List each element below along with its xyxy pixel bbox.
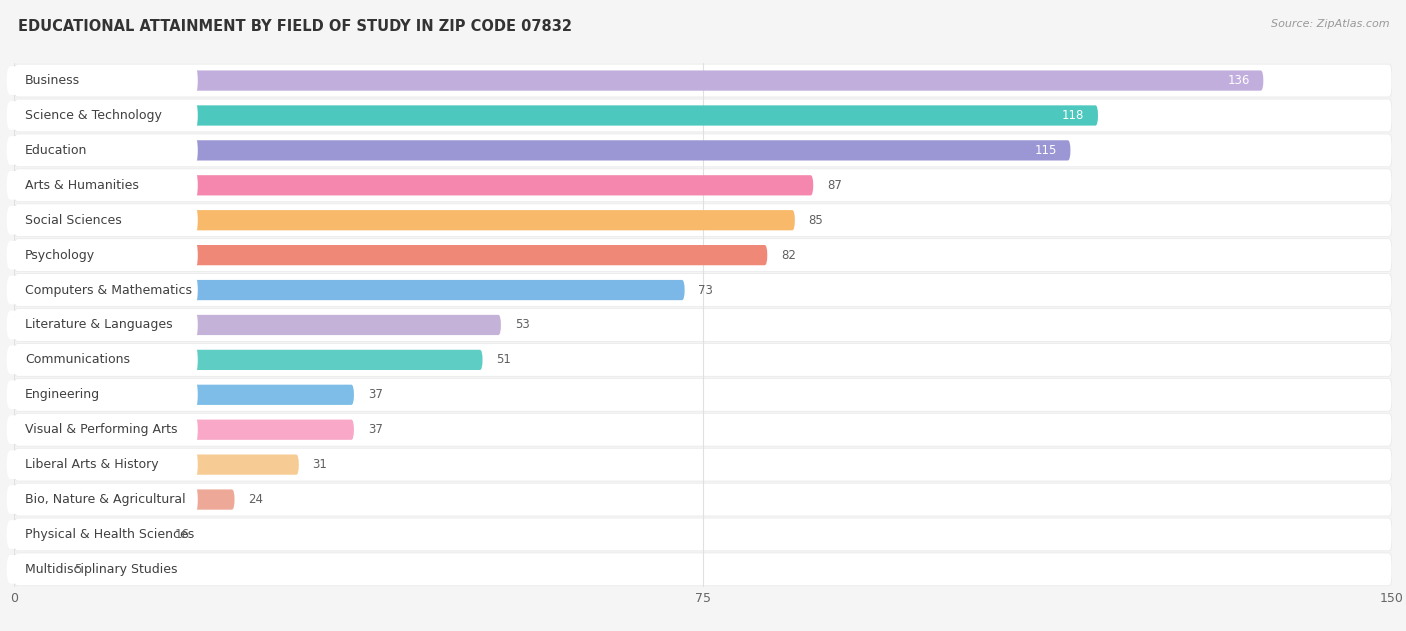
Text: Business: Business bbox=[25, 74, 80, 87]
Text: Science & Technology: Science & Technology bbox=[25, 109, 162, 122]
FancyBboxPatch shape bbox=[7, 101, 198, 130]
Text: 82: 82 bbox=[782, 249, 796, 262]
FancyBboxPatch shape bbox=[14, 309, 1392, 341]
FancyBboxPatch shape bbox=[7, 136, 198, 165]
FancyBboxPatch shape bbox=[14, 245, 768, 265]
FancyBboxPatch shape bbox=[14, 524, 162, 545]
Text: Multidisciplinary Studies: Multidisciplinary Studies bbox=[25, 563, 177, 576]
FancyBboxPatch shape bbox=[14, 175, 813, 196]
Text: Communications: Communications bbox=[25, 353, 131, 367]
Text: 37: 37 bbox=[368, 423, 382, 436]
FancyBboxPatch shape bbox=[14, 105, 1098, 126]
FancyBboxPatch shape bbox=[14, 64, 1392, 97]
FancyBboxPatch shape bbox=[14, 413, 1392, 446]
Text: 115: 115 bbox=[1035, 144, 1057, 157]
Text: Literature & Languages: Literature & Languages bbox=[25, 319, 173, 331]
FancyBboxPatch shape bbox=[14, 448, 1392, 481]
FancyBboxPatch shape bbox=[14, 490, 235, 510]
Text: 53: 53 bbox=[515, 319, 530, 331]
Text: Liberal Arts & History: Liberal Arts & History bbox=[25, 458, 159, 471]
FancyBboxPatch shape bbox=[7, 66, 198, 95]
Text: Education: Education bbox=[25, 144, 87, 157]
FancyBboxPatch shape bbox=[7, 520, 198, 549]
Text: Bio, Nature & Agricultural: Bio, Nature & Agricultural bbox=[25, 493, 186, 506]
Text: 51: 51 bbox=[496, 353, 512, 367]
FancyBboxPatch shape bbox=[7, 276, 198, 304]
FancyBboxPatch shape bbox=[14, 140, 1070, 160]
FancyBboxPatch shape bbox=[7, 380, 198, 409]
Text: 5: 5 bbox=[73, 563, 82, 576]
FancyBboxPatch shape bbox=[14, 99, 1392, 132]
Text: 24: 24 bbox=[249, 493, 263, 506]
Text: 85: 85 bbox=[808, 214, 824, 227]
FancyBboxPatch shape bbox=[14, 169, 1392, 202]
Text: Arts & Humanities: Arts & Humanities bbox=[25, 179, 139, 192]
Text: Engineering: Engineering bbox=[25, 388, 100, 401]
Text: Source: ZipAtlas.com: Source: ZipAtlas.com bbox=[1271, 19, 1389, 29]
FancyBboxPatch shape bbox=[14, 343, 1392, 376]
Text: 118: 118 bbox=[1062, 109, 1084, 122]
FancyBboxPatch shape bbox=[14, 553, 1392, 586]
FancyBboxPatch shape bbox=[14, 454, 299, 475]
FancyBboxPatch shape bbox=[14, 420, 354, 440]
FancyBboxPatch shape bbox=[14, 204, 1392, 237]
Text: EDUCATIONAL ATTAINMENT BY FIELD OF STUDY IN ZIP CODE 07832: EDUCATIONAL ATTAINMENT BY FIELD OF STUDY… bbox=[18, 19, 572, 34]
FancyBboxPatch shape bbox=[7, 415, 198, 444]
FancyBboxPatch shape bbox=[7, 485, 198, 514]
Text: 73: 73 bbox=[699, 283, 713, 297]
FancyBboxPatch shape bbox=[14, 71, 1264, 91]
FancyBboxPatch shape bbox=[7, 171, 198, 199]
FancyBboxPatch shape bbox=[7, 555, 198, 584]
FancyBboxPatch shape bbox=[14, 134, 1392, 167]
FancyBboxPatch shape bbox=[7, 451, 198, 479]
FancyBboxPatch shape bbox=[14, 239, 1392, 271]
Text: Computers & Mathematics: Computers & Mathematics bbox=[25, 283, 193, 297]
Text: Social Sciences: Social Sciences bbox=[25, 214, 122, 227]
Text: 87: 87 bbox=[827, 179, 842, 192]
FancyBboxPatch shape bbox=[14, 315, 501, 335]
Text: 136: 136 bbox=[1227, 74, 1250, 87]
FancyBboxPatch shape bbox=[14, 483, 1392, 516]
FancyBboxPatch shape bbox=[14, 518, 1392, 551]
Text: 31: 31 bbox=[312, 458, 328, 471]
FancyBboxPatch shape bbox=[14, 280, 685, 300]
FancyBboxPatch shape bbox=[7, 346, 198, 374]
Text: Visual & Performing Arts: Visual & Performing Arts bbox=[25, 423, 177, 436]
Text: 16: 16 bbox=[174, 528, 190, 541]
FancyBboxPatch shape bbox=[14, 274, 1392, 307]
FancyBboxPatch shape bbox=[14, 559, 60, 579]
FancyBboxPatch shape bbox=[7, 310, 198, 339]
FancyBboxPatch shape bbox=[7, 206, 198, 235]
FancyBboxPatch shape bbox=[14, 385, 354, 405]
FancyBboxPatch shape bbox=[14, 210, 794, 230]
Text: Physical & Health Sciences: Physical & Health Sciences bbox=[25, 528, 194, 541]
FancyBboxPatch shape bbox=[14, 379, 1392, 411]
Text: Psychology: Psychology bbox=[25, 249, 96, 262]
FancyBboxPatch shape bbox=[7, 241, 198, 269]
FancyBboxPatch shape bbox=[14, 350, 482, 370]
Text: 37: 37 bbox=[368, 388, 382, 401]
